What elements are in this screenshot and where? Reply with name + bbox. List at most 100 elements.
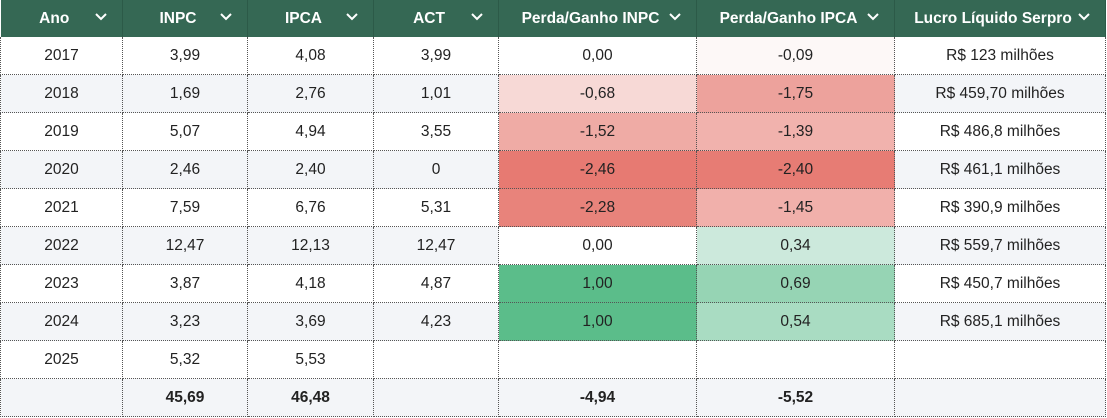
chevron-down-icon[interactable] [866, 12, 880, 22]
table-cell: -2,40 [696, 150, 895, 189]
table-cell: 2018 [0, 74, 123, 113]
table-cell: -1,52 [498, 112, 697, 151]
table-cell: 0,00 [498, 226, 697, 265]
table-cell: 0,00 [498, 37, 697, 75]
table-cell: 1,00 [498, 302, 697, 341]
table-cell: 2,76 [247, 74, 374, 113]
table-cell: 46,48 [247, 378, 374, 417]
column-header-6[interactable]: Lucro Líquido Serpro [894, 0, 1106, 37]
table-cell: 2020 [0, 150, 123, 189]
table-row: 2018 1,69 2,76 1,01 -0,68 -1,75 R$ 459,70 milh… [0, 74, 1106, 113]
table-cell: -4,94 [498, 378, 697, 417]
table-cell [373, 340, 499, 379]
table-cell: 0,54 [696, 302, 895, 341]
column-header-0[interactable]: Ano [0, 0, 123, 37]
table-cell: R$ 390,9 milhões [894, 188, 1106, 227]
column-header-label: IPCA [284, 9, 323, 27]
column-header-label: ACT [413, 9, 445, 27]
table-cell: 3,55 [373, 112, 499, 151]
column-header-label: INPC [159, 9, 197, 27]
table-cell: 0,69 [696, 264, 895, 303]
table-cell: R$ 459,70 milhões [894, 74, 1106, 113]
table-cell: 4,18 [247, 264, 374, 303]
column-header-label: Perda/Ganho INPC [521, 9, 660, 27]
table-cell [0, 378, 123, 417]
table-cell [373, 378, 499, 417]
column-header-4[interactable]: Perda/Ganho INPC [498, 0, 697, 37]
table-cell: 2021 [0, 188, 123, 227]
chevron-down-icon[interactable] [219, 12, 233, 22]
table-cell: R$ 559,7 milhões [894, 226, 1106, 265]
table-cell: 12,47 [122, 226, 248, 265]
table-cell: -0,09 [696, 37, 895, 75]
table-row: 2017 3,99 4,08 3,99 0,00 -0,09 R$ 123 milhões [0, 37, 1106, 75]
table-row: 2023 3,87 4,18 4,87 1,00 0,69 R$ 450,7 milhões [0, 264, 1106, 303]
table-cell: 3,99 [122, 37, 248, 75]
table-cell: 5,07 [122, 112, 248, 151]
table-cell: 2025 [0, 340, 123, 379]
table-cell: -5,52 [696, 378, 895, 417]
table-row: 2019 5,07 4,94 3,55 -1,52 -1,39 R$ 486,8 milhõ… [0, 112, 1106, 151]
table-cell: 45,69 [122, 378, 248, 417]
table-cell: 5,31 [373, 188, 499, 227]
table-cell: 3,69 [247, 302, 374, 341]
table-cell: R$ 450,7 milhões [894, 264, 1106, 303]
column-header-2[interactable]: IPCA [247, 0, 374, 37]
table-cell: -2,28 [498, 188, 697, 227]
table-cell: -1,45 [696, 188, 895, 227]
table-cell: 2019 [0, 112, 123, 151]
table-cell: R$ 685,1 milhões [894, 302, 1106, 341]
table-cell: 6,76 [247, 188, 374, 227]
table-cell: -2,46 [498, 150, 697, 189]
chevron-down-icon[interactable] [1077, 12, 1091, 22]
table-cell: 4,23 [373, 302, 499, 341]
table-header: Ano INPC IPCA ACT Perda/Ganho INPC Perda/Ganh… [0, 0, 1106, 37]
table-cell: 4,08 [247, 37, 374, 75]
table-cell [894, 340, 1106, 379]
column-header-label: Perda/Ganho IPCA [719, 9, 858, 27]
table-cell: 1,00 [498, 264, 697, 303]
table-cell: 0,34 [696, 226, 895, 265]
table-cell: 2017 [0, 37, 123, 75]
chevron-down-icon[interactable] [470, 12, 484, 22]
table-cell: 3,87 [122, 264, 248, 303]
table-cell: 5,32 [122, 340, 248, 379]
table-cell: 12,13 [247, 226, 374, 265]
table-cell: R$ 486,8 milhões [894, 112, 1106, 151]
table-cell [894, 378, 1106, 417]
column-header-3[interactable]: ACT [373, 0, 499, 37]
chevron-down-icon[interactable] [668, 12, 682, 22]
table-cell: 2,46 [122, 150, 248, 189]
table-cell: 1,01 [373, 74, 499, 113]
table-cell [696, 340, 895, 379]
table-body: 2017 3,99 4,08 3,99 0,00 -0,09 R$ 123 milhões 2… [0, 37, 1106, 417]
table-cell [498, 340, 697, 379]
table-cell: 2,40 [247, 150, 374, 189]
table-cell: 1,69 [122, 74, 248, 113]
total-row: 45,69 46,48 -4,94 -5,52 [0, 378, 1106, 417]
table-cell: 2022 [0, 226, 123, 265]
table-cell: 5,53 [247, 340, 374, 379]
chevron-down-icon[interactable] [94, 12, 108, 22]
table-cell: R$ 123 milhões [894, 37, 1106, 75]
table-cell: 3,23 [122, 302, 248, 341]
table-cell: 12,47 [373, 226, 499, 265]
table-row: 2025 5,32 5,53 [0, 340, 1106, 379]
column-header-5[interactable]: Perda/Ganho IPCA [696, 0, 895, 37]
table-cell: 4,87 [373, 264, 499, 303]
chevron-down-icon[interactable] [345, 12, 359, 22]
table-cell: 0 [373, 150, 499, 189]
column-header-1[interactable]: INPC [122, 0, 248, 37]
table-cell: -1,39 [696, 112, 895, 151]
header-row: Ano INPC IPCA ACT Perda/Ganho INPC Perda/Ganh… [0, 0, 1106, 37]
column-header-label: Ano [39, 9, 70, 27]
table-cell: -0,68 [498, 74, 697, 113]
table-cell: 7,59 [122, 188, 248, 227]
table-cell: -1,75 [696, 74, 895, 113]
table-cell: 2023 [0, 264, 123, 303]
table-row: 2024 3,23 3,69 4,23 1,00 0,54 R$ 685,1 milhões [0, 302, 1106, 341]
column-header-label: Lucro Líquido Serpro [914, 9, 1072, 27]
table-row: 2021 7,59 6,76 5,31 -2,28 -1,45 R$ 390,9 milhõ… [0, 188, 1106, 227]
table-row: 2020 2,46 2,40 0 -2,46 -2,40 R$ 461,1 milhões [0, 150, 1106, 189]
